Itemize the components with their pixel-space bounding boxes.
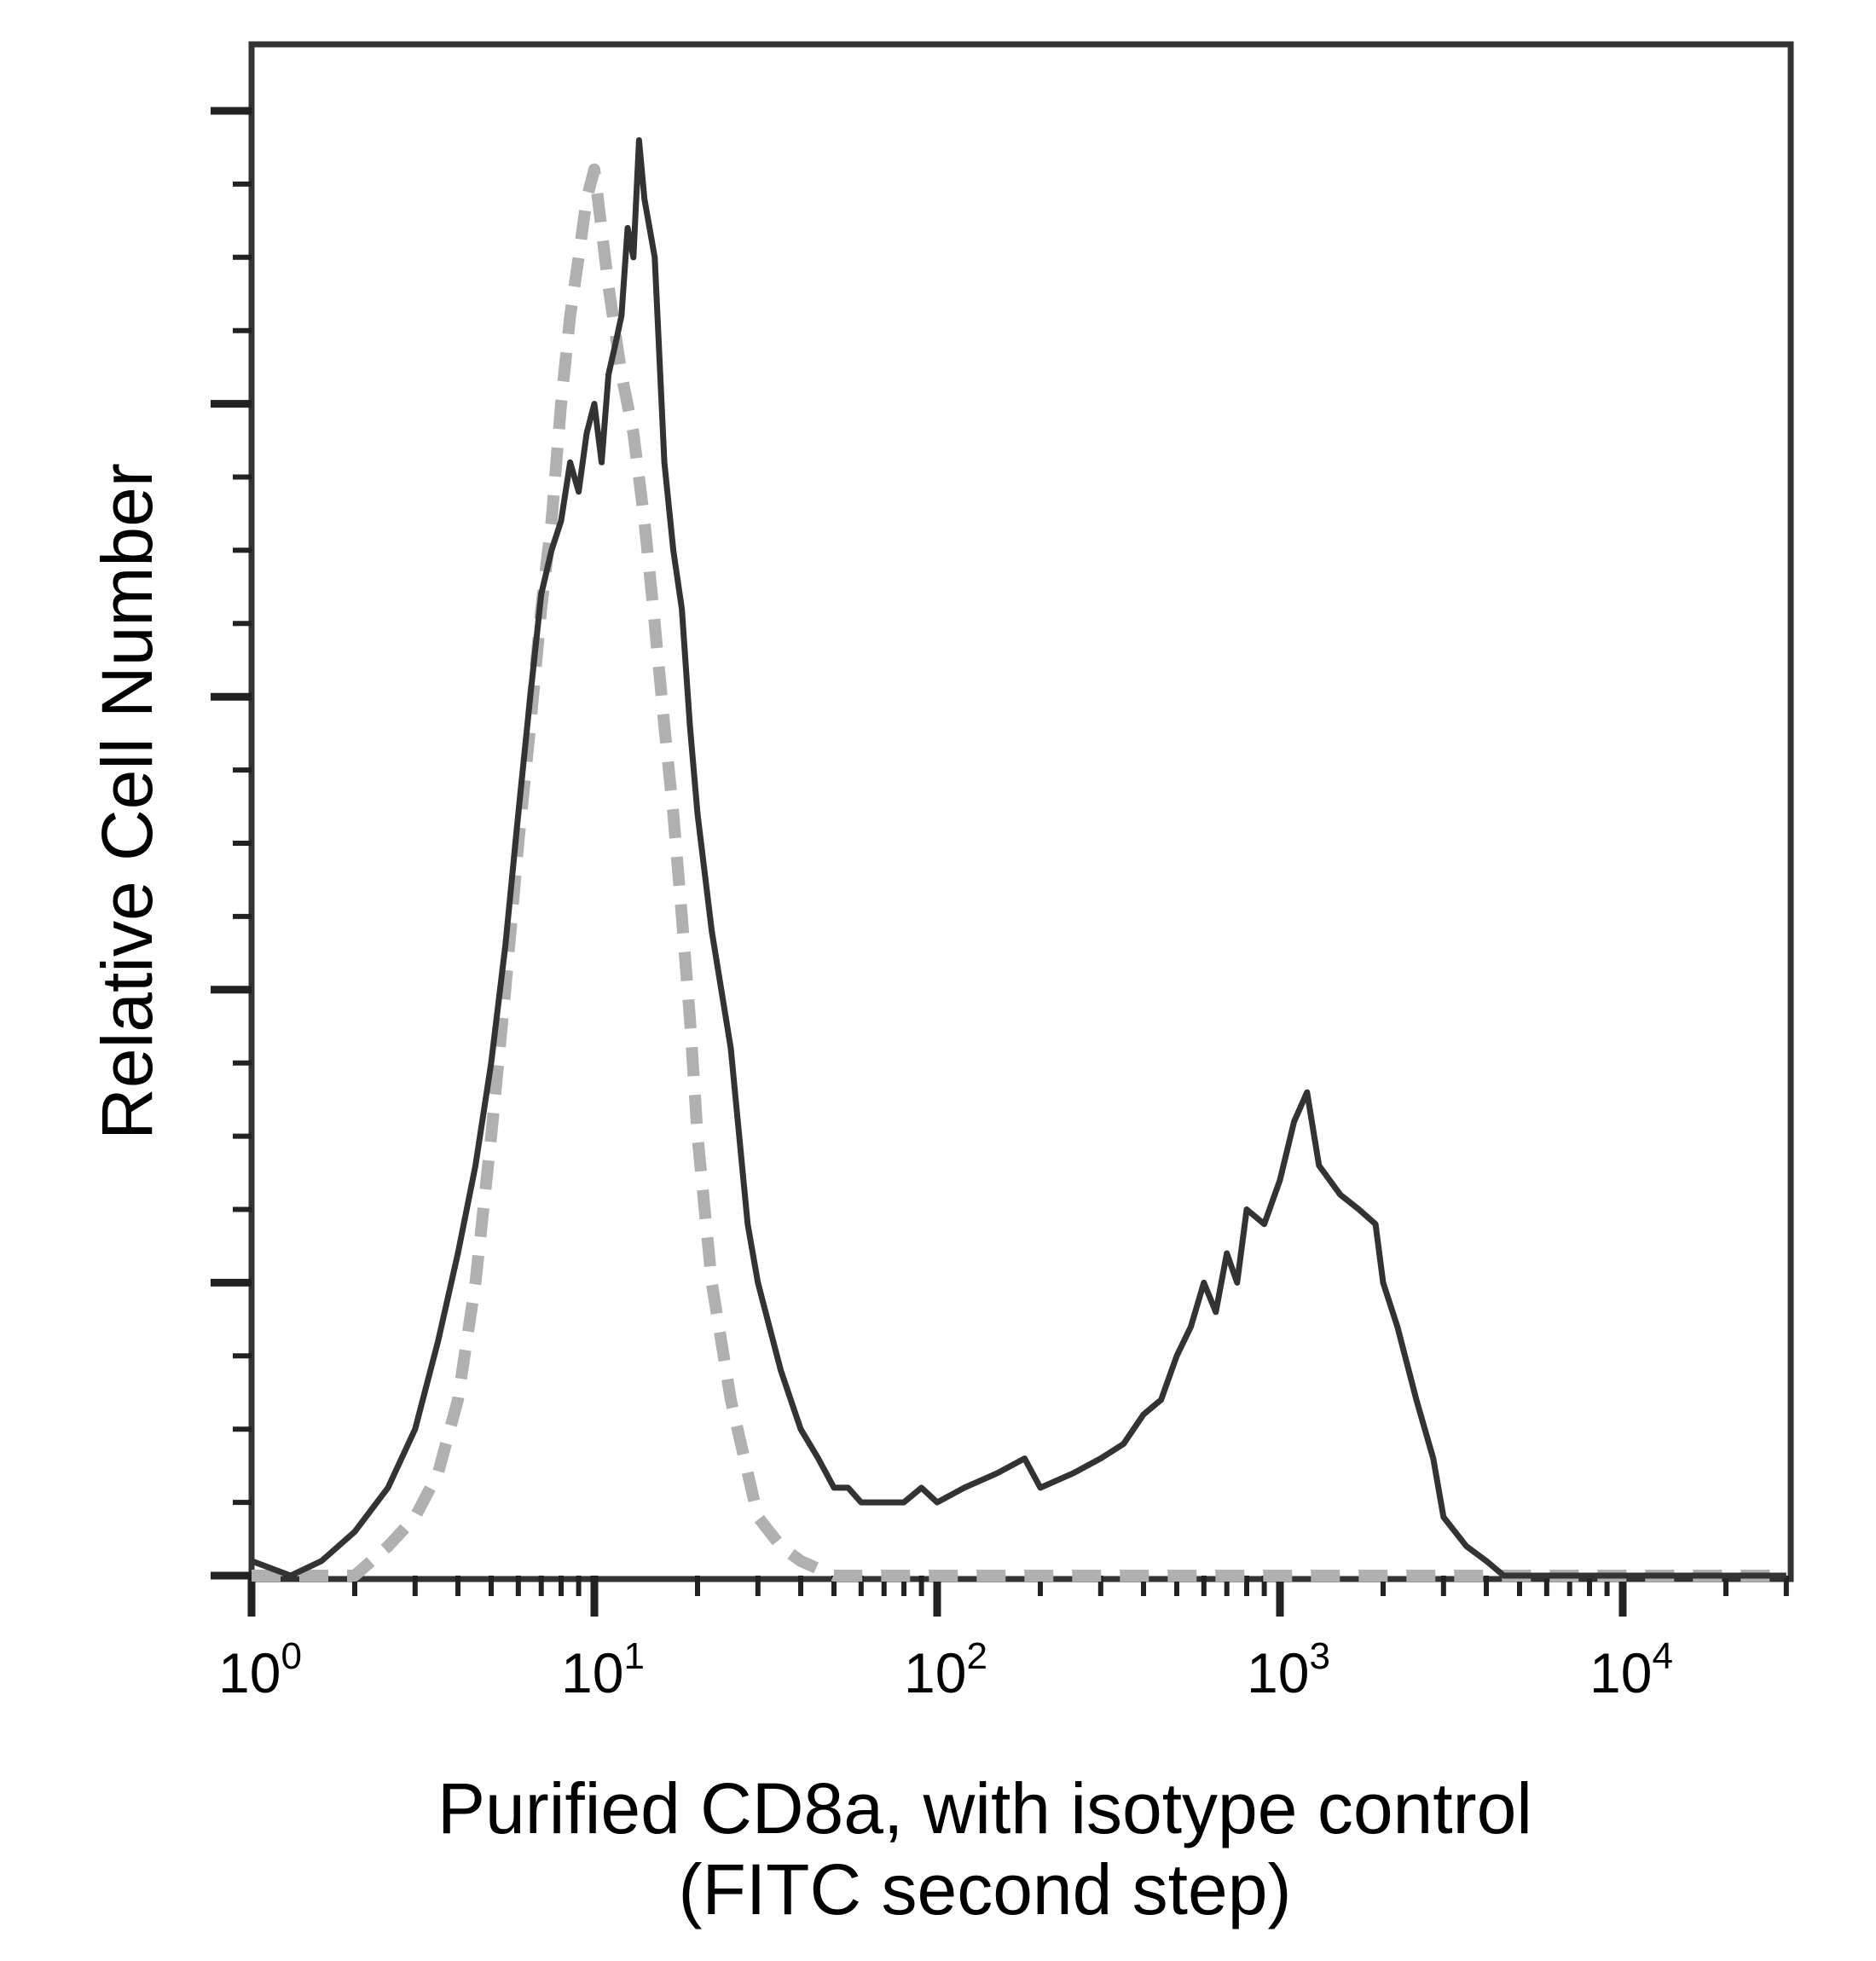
plot-frame	[248, 41, 1794, 1582]
y-axis-ticks	[211, 107, 252, 1580]
x-axis-title-line-1: Purified CD8a, with isotype control	[437, 1768, 1532, 1848]
x-tick-label: 101	[561, 1635, 645, 1704]
x-axis-tick-labels: 100 101 102 103 104	[218, 1635, 1673, 1704]
isotype-control-line	[252, 163, 1786, 1582]
x-tick-label: 103	[1247, 1635, 1330, 1704]
y-axis-title: Relative Cell Number	[87, 463, 167, 1140]
x-axis-title-line-2: (FITC second step)	[679, 1849, 1292, 1929]
stained-sample-line	[250, 136, 1786, 1579]
x-tick-label: 102	[904, 1635, 987, 1704]
series-layer	[250, 136, 1786, 1582]
x-tick-label: 100	[218, 1635, 302, 1704]
x-tick-label: 104	[1589, 1635, 1673, 1704]
x-axis-ticks	[247, 1576, 1789, 1617]
